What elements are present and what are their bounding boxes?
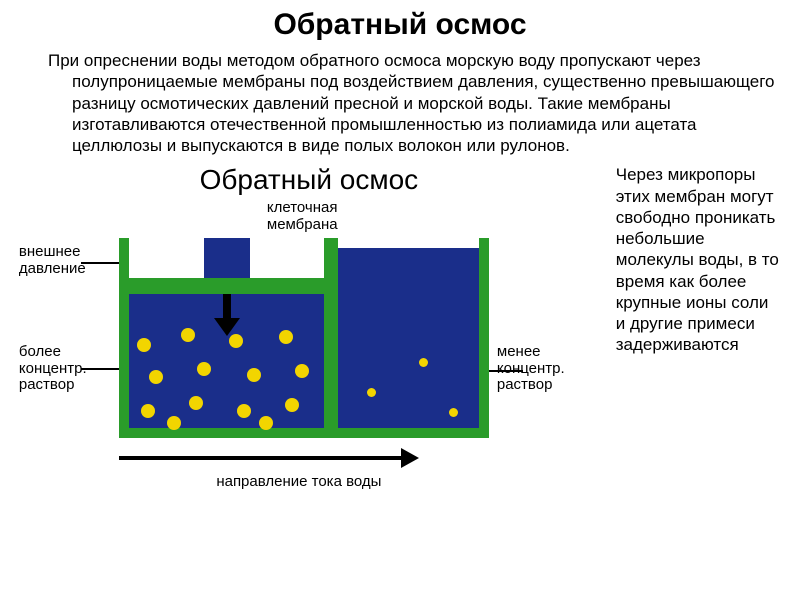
- content-row: Обратный осмос внешнее давление клеточна…: [0, 160, 800, 498]
- flow-arrow-icon: [119, 448, 419, 468]
- vessel: [119, 238, 489, 438]
- side-paragraph: Через микропоры этих мембран могут свобо…: [606, 160, 788, 498]
- intro-paragraph: При опреснении воды методом обратного ос…: [24, 42, 800, 160]
- label-flow: направление тока воды: [149, 474, 449, 491]
- label-membrane: клеточная мембрана: [267, 200, 387, 233]
- label-pressure: внешнее давление: [19, 244, 117, 277]
- vessel-wall-right: [479, 238, 489, 438]
- page-title: Обратный осмос: [0, 0, 800, 42]
- diagram-area: внешнее давление клеточная мембрана боле…: [19, 198, 599, 498]
- piston-shaft: [204, 238, 250, 278]
- pressure-arrow-icon: [214, 294, 240, 334]
- diagram-column: Обратный осмос внешнее давление клеточна…: [12, 160, 606, 498]
- fluid-right: [338, 248, 479, 428]
- label-left-solution: более концентр. раствор: [19, 344, 117, 394]
- vessel-wall-left: [119, 238, 129, 438]
- membrane: [324, 238, 338, 438]
- diagram-title: Обратный осмос: [12, 160, 606, 198]
- label-right-solution: менее концентр. раствор: [497, 344, 607, 394]
- piston-cap: [129, 278, 324, 294]
